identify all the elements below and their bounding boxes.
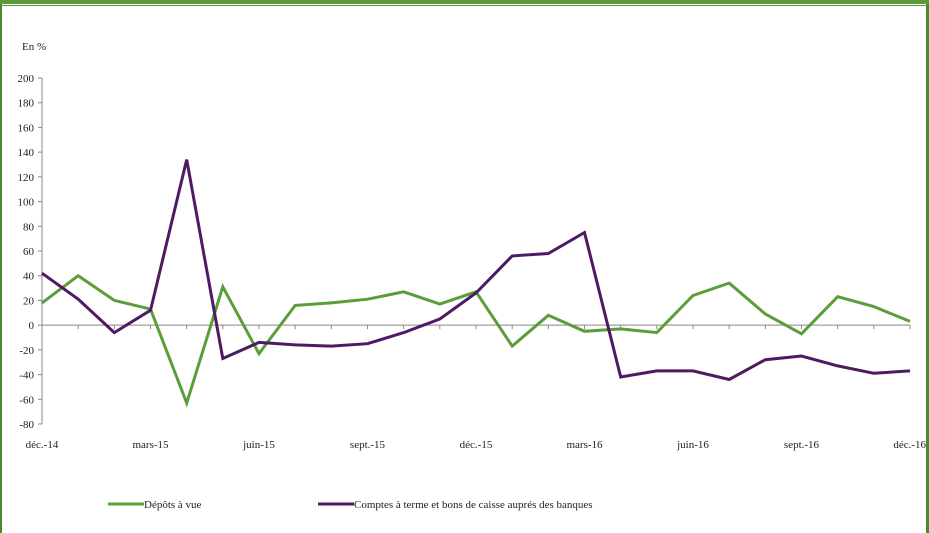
- y-tick-label: 200: [18, 73, 35, 85]
- y-tick-label: 100: [18, 197, 35, 209]
- x-tick-label: sept.-16: [784, 439, 820, 451]
- x-tick-label: déc.-15: [460, 439, 493, 451]
- y-axis-unit-label: En %: [22, 41, 46, 53]
- left-border: [0, 4, 2, 533]
- y-tick-label: 40: [23, 271, 35, 283]
- x-axis-ticks: déc.-14 mars-15 juin-15 sept.-15 déc.-15 mars…: [26, 325, 926, 451]
- y-tick-label: 80: [23, 221, 35, 233]
- top-border-bar: [0, 0, 929, 4]
- y-tick-label: 120: [18, 172, 35, 184]
- x-tick-label: mars-16: [566, 439, 603, 451]
- y-tick-label: -60: [19, 394, 34, 406]
- x-tick-label: juin-15: [242, 439, 275, 451]
- axes: [41, 78, 910, 424]
- y-axis-ticks: -80 -60 -40 -20 0 20 40 60 80 100 120 140 160 180 200: [18, 73, 42, 431]
- x-tick-label: déc.-16: [893, 439, 926, 451]
- y-tick-label: -40: [19, 370, 34, 382]
- series-line-2: [41, 159, 911, 382]
- legend-label: Dépôts à vue: [144, 499, 202, 511]
- top-border-line: [0, 5, 929, 6]
- y-tick-label: 20: [23, 295, 35, 307]
- series-lines: [41, 159, 911, 408]
- x-tick-label: mars-15: [132, 439, 169, 451]
- y-tick-label: 60: [23, 246, 35, 258]
- y-tick-label: -80: [19, 419, 34, 431]
- x-tick-label: sept.-15: [350, 439, 386, 451]
- legend: Dépôts à vue Comptes à terme et bons de c…: [108, 499, 593, 511]
- legend-label: Comptes à terme et bons de caisse auprés…: [354, 499, 593, 511]
- y-tick-label: 140: [18, 147, 35, 159]
- x-tick-label: juin-16: [676, 439, 709, 451]
- y-tick-label: -20: [19, 345, 34, 357]
- y-tick-label: 0: [29, 320, 35, 332]
- y-tick-label: 160: [18, 122, 35, 134]
- x-tick-label: déc.-14: [26, 439, 59, 451]
- y-tick-label: 180: [18, 98, 35, 110]
- right-border: [926, 4, 929, 533]
